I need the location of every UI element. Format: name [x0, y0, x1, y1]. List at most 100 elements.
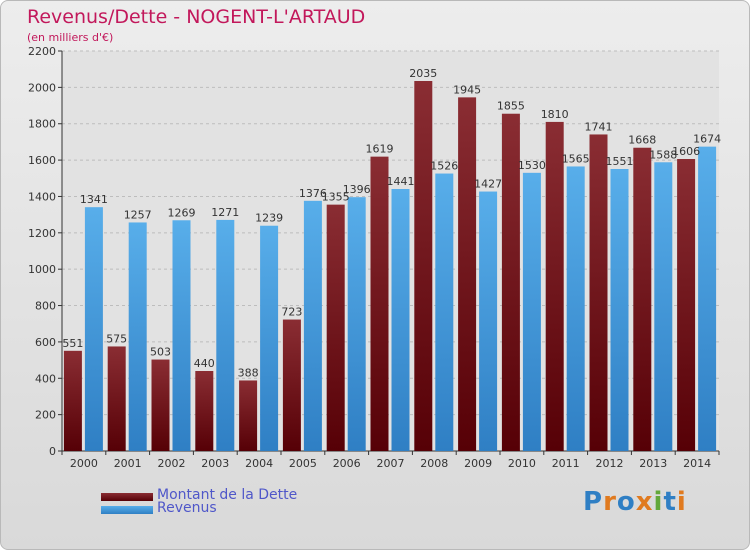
x-tick-label: 2005: [289, 457, 317, 470]
bars: [63, 81, 717, 452]
bar-revenus: [303, 200, 322, 451]
y-tick-label: 600: [35, 336, 56, 349]
data-label: 1376: [299, 187, 327, 200]
bar-dette: [589, 134, 608, 452]
data-label: 1855: [497, 100, 525, 113]
proxiti-logo: Proxiti: [583, 487, 687, 517]
bar-revenus: [347, 197, 366, 451]
x-tick-label: 2010: [508, 457, 536, 470]
data-label: 1269: [168, 206, 196, 219]
data-label: 1526: [430, 160, 458, 173]
bar-revenus: [128, 222, 147, 451]
x-tick-label: 2003: [201, 457, 229, 470]
data-label: 1271: [211, 206, 239, 219]
x-tick-label: 2002: [158, 457, 186, 470]
data-label: 1441: [387, 175, 415, 188]
data-label: 1606: [672, 145, 700, 158]
data-label: 1341: [80, 193, 108, 206]
data-label: 1551: [606, 155, 634, 168]
bar-dette: [458, 97, 477, 451]
logo-letter: i: [653, 487, 664, 517]
y-tick-label: 1000: [28, 263, 56, 276]
data-label: 1674: [693, 133, 721, 146]
data-label: 551: [62, 337, 83, 350]
y-tick-label: 2200: [28, 45, 56, 58]
bar-dette: [282, 319, 301, 451]
bar-dette: [239, 380, 258, 451]
x-tick-label: 2000: [70, 457, 98, 470]
data-labels: 551 575 503 440 388 723 1355 1619 2035 1945 1855 18…: [62, 67, 721, 379]
y-tick-label: 1800: [28, 118, 56, 131]
bar-dette: [545, 121, 564, 451]
bar-dette: [501, 113, 520, 452]
bar-revenus: [698, 146, 717, 452]
y-tick-label: 0: [49, 445, 56, 458]
bar-revenus: [566, 166, 585, 452]
data-label: 503: [150, 346, 171, 359]
x-tick-label: 2008: [420, 457, 448, 470]
data-label: 1945: [453, 83, 481, 96]
logo-letter: o: [616, 487, 636, 517]
data-label: 1396: [343, 183, 371, 196]
x-tick-label: 2004: [245, 457, 273, 470]
bar-dette: [414, 81, 433, 451]
x-tick-label: 2014: [683, 457, 711, 470]
gridlines: [62, 50, 719, 452]
data-label: 388: [238, 366, 259, 379]
logo-letter: x: [635, 487, 654, 517]
bar-revenus: [435, 173, 454, 451]
y-tick-label: 2000: [28, 81, 56, 94]
data-label: 440: [194, 357, 215, 370]
bar-revenus: [84, 207, 103, 451]
data-label: 1239: [255, 212, 283, 225]
bar-dette: [633, 147, 652, 451]
data-label: 1530: [518, 159, 546, 172]
legend-swatch-revenus: [101, 506, 153, 514]
legend-swatch-dette: [101, 493, 153, 501]
data-label: 1741: [585, 120, 613, 133]
bar-dette: [370, 156, 389, 452]
axes: 0 200 400 600 800 1000 1200 1400 1600 1800 2000 220…: [28, 45, 720, 470]
plot-background: [62, 51, 719, 451]
data-label: 1810: [541, 108, 569, 121]
data-label: 723: [281, 306, 302, 319]
bar-dette: [195, 371, 214, 451]
y-tick-label: 1200: [28, 227, 56, 240]
data-label: 1257: [124, 208, 152, 221]
y-tick-label: 1600: [28, 154, 56, 167]
bar-revenus: [260, 225, 279, 451]
x-tick-label: 2011: [552, 457, 580, 470]
bar-dette: [151, 359, 170, 451]
y-tick-label: 1400: [28, 190, 56, 203]
bar-dette: [326, 204, 345, 451]
bar-dette: [677, 159, 696, 451]
legend-label-revenus: Revenus: [157, 500, 217, 516]
data-label: 1427: [474, 178, 502, 191]
x-tick-label: 2012: [596, 457, 624, 470]
logo-letter: i: [676, 487, 687, 517]
bar-revenus: [172, 220, 191, 451]
bar-revenus: [610, 169, 629, 451]
bar-dette: [63, 350, 82, 451]
bar-dette: [107, 346, 126, 451]
y-tick-label: 200: [35, 409, 56, 422]
logo-letter: P: [583, 487, 604, 517]
data-label: 2035: [409, 67, 437, 80]
bar-revenus: [522, 172, 541, 451]
data-label: 1565: [562, 152, 590, 165]
chart-subtitle: (en milliers d'€): [27, 31, 114, 44]
data-label: 575: [106, 332, 127, 345]
data-label: 1355: [322, 191, 350, 204]
bar-revenus: [654, 162, 673, 452]
y-tick-label: 800: [35, 300, 56, 313]
logo-letter: t: [663, 487, 677, 517]
data-label: 1619: [366, 143, 394, 156]
legend-label-dette: Montant de la Dette: [157, 487, 298, 503]
x-tick-label: 2006: [333, 457, 361, 470]
bar-revenus: [216, 219, 235, 451]
bar-revenus: [391, 189, 410, 451]
x-tick-label: 2013: [639, 457, 667, 470]
data-label: 1668: [628, 134, 656, 147]
